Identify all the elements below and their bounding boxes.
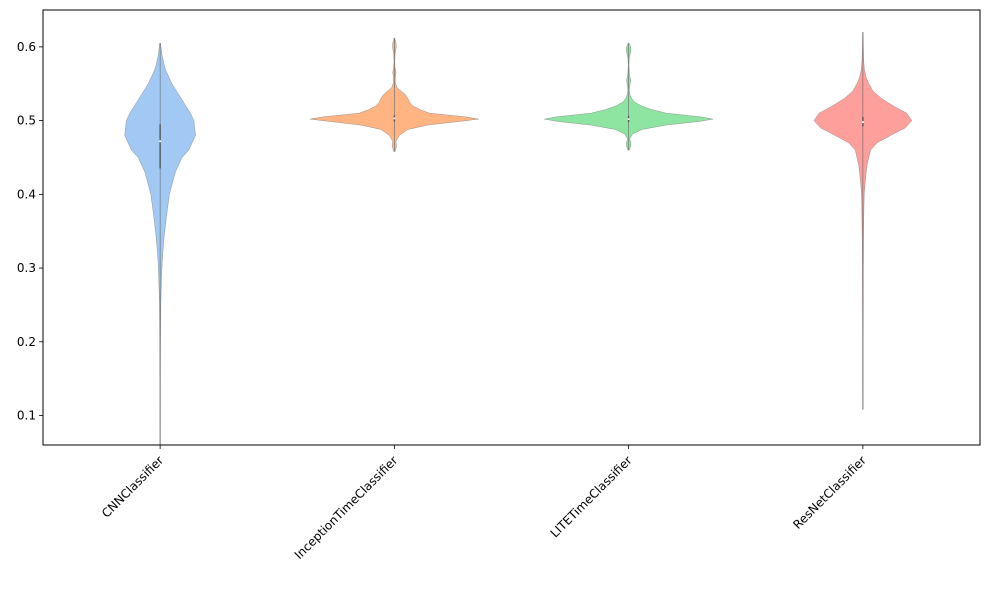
y-tick-label: 0.3	[17, 261, 36, 275]
y-axis: 0.1 0.2 0.3 0.4 0.5 0.6	[17, 40, 43, 423]
median-inceptiontimeclassifier	[393, 117, 396, 120]
median-litetimeclassifier	[627, 118, 630, 121]
y-tick-label: 0.2	[17, 335, 36, 349]
x-tick-label: CNNClassifier	[99, 453, 166, 520]
plot-background	[43, 10, 980, 445]
violins-layer	[124, 31, 913, 446]
y-tick-label: 0.6	[17, 40, 36, 54]
median-cnnclassifier	[159, 140, 162, 143]
x-tick-label: InceptionTimeClassifier	[292, 453, 401, 562]
y-tick-label: 0.1	[17, 409, 36, 423]
y-tick-label: 0.5	[17, 114, 36, 128]
median-resnetclassifier	[861, 121, 864, 124]
plot-frame	[42, 9, 981, 446]
x-axis: CNNClassifier InceptionTimeClassifier LITE…	[99, 445, 869, 562]
x-tick-label: ResNetClassifier	[790, 453, 869, 532]
y-tick-label: 0.4	[17, 187, 36, 201]
x-tick-label: LITETimeClassifier	[548, 453, 635, 540]
